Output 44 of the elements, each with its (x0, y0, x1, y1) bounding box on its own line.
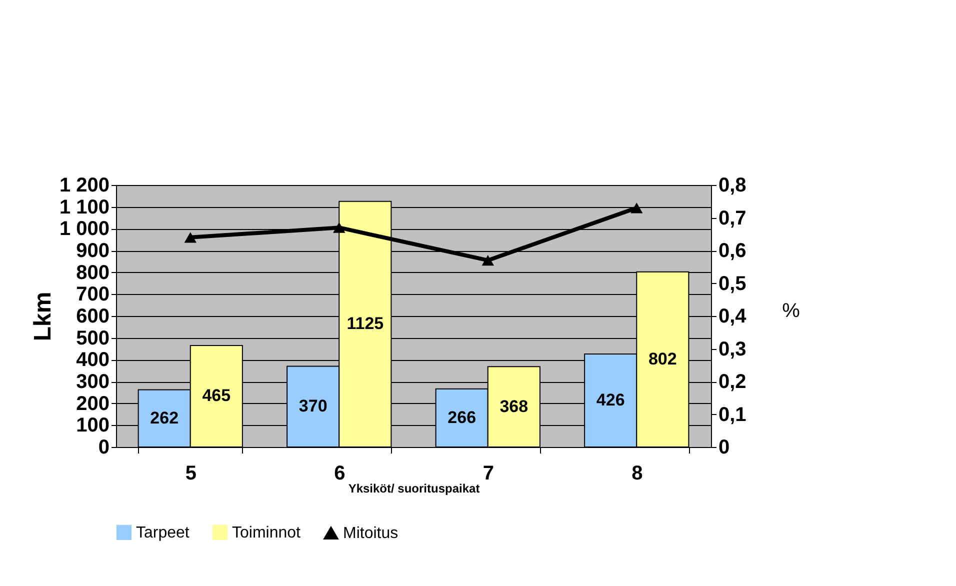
y2-tick-label: 0,3 (718, 338, 746, 360)
data-label: 368 (500, 396, 528, 416)
y-tick-label: 1 200 (59, 174, 110, 196)
y2-tick-label: 0,4 (718, 306, 748, 328)
legend-label: Tarpeet (136, 524, 190, 542)
data-label: 266 (448, 408, 476, 427)
data-label: 465 (202, 386, 231, 406)
x-tick-label: 6 (334, 462, 346, 484)
y2-tick-label: 0 (718, 436, 730, 458)
y2-tick-label: 0,8 (718, 174, 746, 196)
y-tick-label: 500 (76, 327, 110, 350)
data-label: 426 (596, 390, 625, 410)
y-tick-label: 400 (76, 349, 110, 372)
point (482, 255, 494, 266)
y-tick-label: 1 000 (59, 218, 110, 240)
point (630, 202, 643, 214)
data-label: 262 (150, 408, 179, 428)
y2-axis-title: % (782, 300, 800, 322)
y2-tick-label: 0,1 (718, 404, 746, 426)
x-tick-label: 7 (482, 462, 494, 484)
y-tick-label: 100 (76, 414, 110, 437)
y-tick-label: 600 (76, 306, 110, 328)
y2-tick-label: 0,2 (718, 371, 746, 393)
x-tick-label: 8 (632, 462, 643, 484)
data-label: 370 (298, 396, 328, 416)
point (333, 222, 346, 233)
x-tick-label: 5 (185, 462, 196, 484)
y-axis-title: Lkm (29, 292, 56, 342)
y2-tick-label: 0,5 (718, 272, 746, 295)
y-tick-label: 900 (76, 240, 110, 262)
legend-label: Mitoitus (343, 524, 398, 542)
y-tick-label: 200 (76, 392, 110, 415)
legend-label: Toiminnot (232, 524, 302, 542)
y2-tick-label: 0,7 (718, 207, 746, 230)
y-tick-label: 800 (76, 262, 110, 284)
data-label: 802 (648, 349, 677, 368)
data-label: 1125 (346, 314, 384, 334)
x-axis-title: Yksiköt/ suorituspaikat (348, 482, 480, 496)
y-tick-label: 1 100 (59, 196, 110, 218)
y-tick-label: 0 (98, 436, 110, 458)
y-tick-label: 700 (76, 284, 110, 306)
y2-tick-label: 0,6 (718, 240, 746, 262)
point (184, 232, 196, 243)
y-tick-label: 300 (76, 371, 110, 393)
